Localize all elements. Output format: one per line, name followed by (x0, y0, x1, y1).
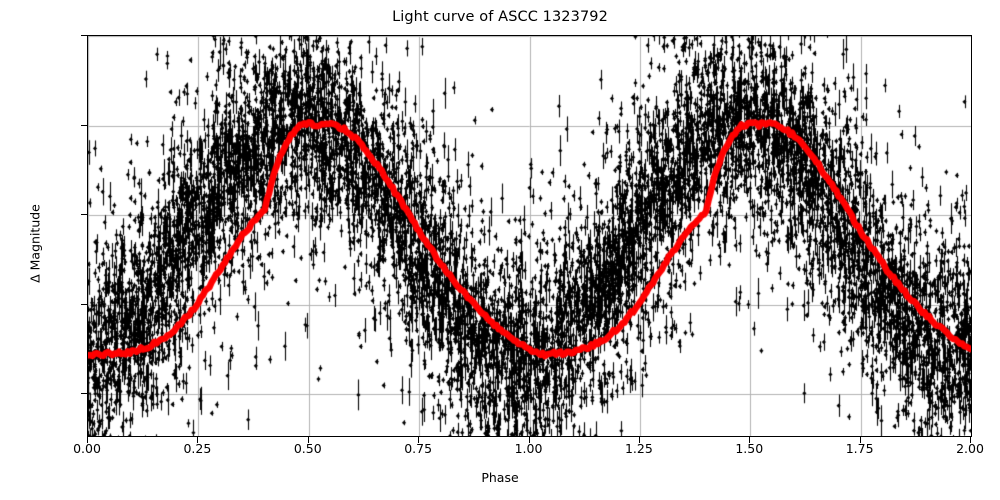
x-tick-mark (307, 437, 309, 443)
x-tick-mark (418, 437, 420, 443)
x-tick-label: 1.25 (624, 441, 653, 456)
x-tick-label: 0.25 (183, 441, 212, 456)
x-tick-label: 1.75 (845, 441, 874, 456)
y-tick-mark (81, 393, 87, 395)
x-tick-mark (749, 437, 751, 443)
x-tick-label: 0.00 (73, 441, 101, 456)
x-tick-mark (638, 437, 640, 443)
y-tick-mark (81, 124, 87, 126)
x-tick-mark (197, 437, 199, 443)
x-tick-label: 0.75 (404, 441, 433, 456)
x-tick-mark (970, 437, 971, 443)
line-series-binned-mean-light-curve (88, 36, 971, 436)
x-tick-label: 2.00 (956, 441, 984, 456)
x-tick-mark (528, 437, 530, 443)
x-tick-label: 0.50 (293, 441, 322, 456)
y-axis-label: Δ Magnitude (27, 204, 43, 283)
x-tick-mark (87, 437, 88, 443)
x-tick-label: 1.00 (514, 441, 543, 456)
x-tick-mark (859, 437, 861, 443)
plot-area (87, 35, 972, 437)
y-tick-mark (81, 214, 87, 216)
y-tick-mark (81, 303, 87, 305)
y-tick-mark (81, 35, 87, 36)
chart-title: Light curve of ASCC 1323792 (392, 9, 608, 25)
x-axis-label: Phase (481, 470, 519, 485)
x-tick-label: 1.50 (735, 441, 764, 456)
